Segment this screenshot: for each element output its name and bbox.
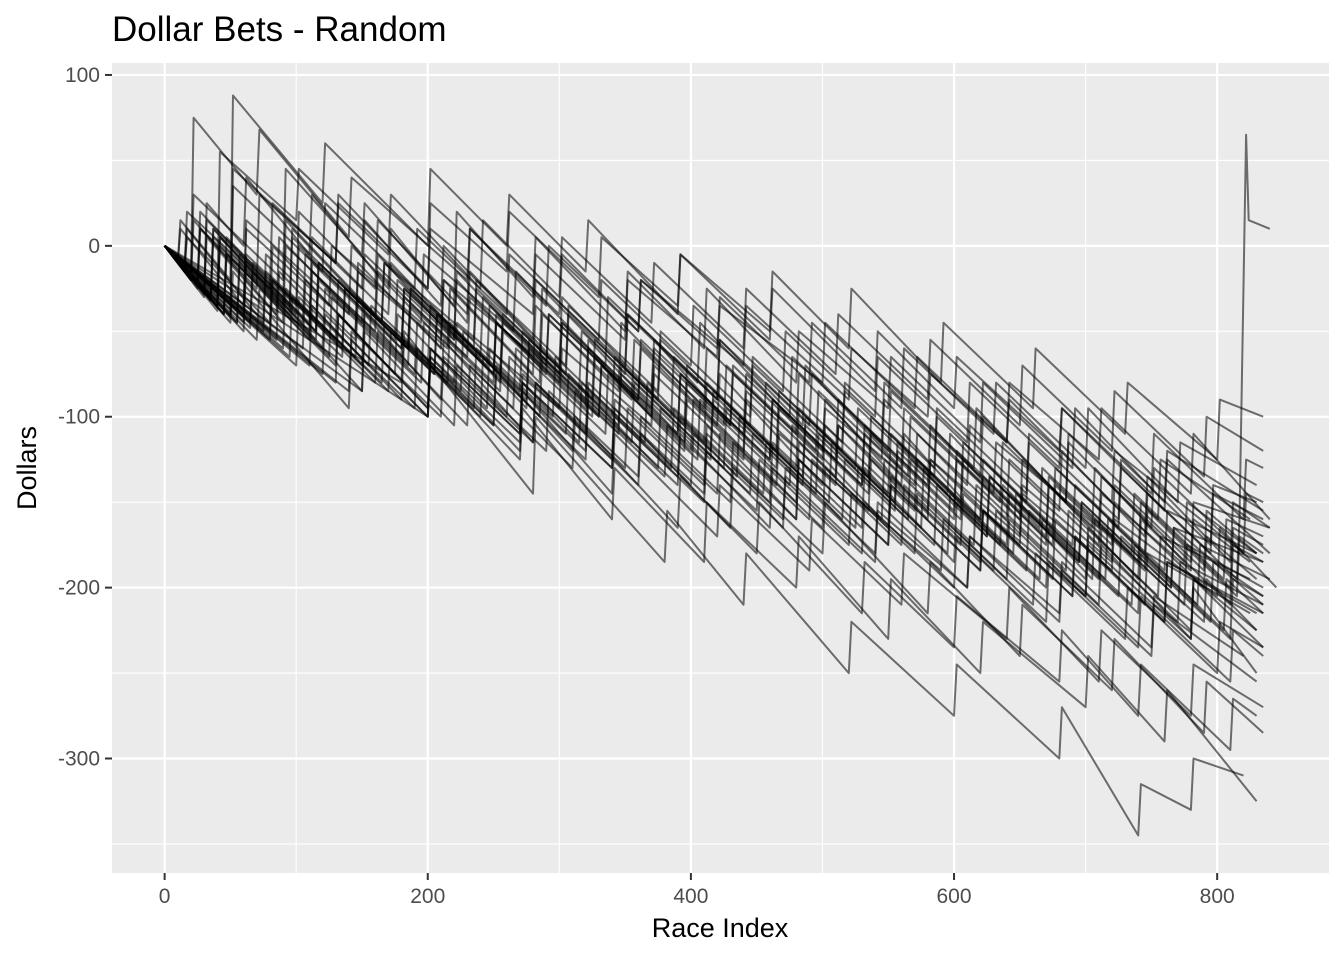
series-line-49 xyxy=(163,245,1258,572)
series-line-40 xyxy=(163,245,1264,640)
series-line-7 xyxy=(164,244,1244,837)
series-line-28 xyxy=(163,150,1264,478)
series-line-45 xyxy=(163,236,1271,563)
y-tick-label: -300 xyxy=(58,748,100,771)
y-axis-ticks: 100 0 -100 -200 -300 xyxy=(58,64,112,771)
major-gridlines xyxy=(112,63,1329,873)
y-tick-label: 0 xyxy=(88,235,100,258)
series-line-44 xyxy=(163,245,1264,589)
x-axis-title: Race Index xyxy=(652,913,789,943)
y-tick-label: 100 xyxy=(65,64,100,87)
chart-title: Dollar Bets - Random xyxy=(112,10,447,49)
x-tick-label: 600 xyxy=(937,885,972,908)
y-axis-title: Dollars xyxy=(12,426,42,510)
series-line-47 xyxy=(163,244,1264,589)
x-tick-label: 400 xyxy=(673,885,708,908)
y-tick-label: -200 xyxy=(58,577,100,600)
x-tick-label: 0 xyxy=(159,885,171,908)
series-line-46 xyxy=(163,245,1264,623)
series-line-24 xyxy=(163,193,1264,461)
series-line-3 xyxy=(163,94,1271,555)
x-tick-label: 200 xyxy=(410,885,445,908)
series-lines xyxy=(163,94,1278,837)
series-line-48 xyxy=(164,244,1264,623)
series-line-43 xyxy=(163,185,1264,521)
series-line-14 xyxy=(163,245,1264,675)
series-line-26 xyxy=(164,244,1264,632)
series-line-18 xyxy=(163,210,1258,504)
x-tick-label: 800 xyxy=(1200,885,1235,908)
series-line-50 xyxy=(163,133,1271,581)
x-axis-ticks: 0 200 400 600 800 xyxy=(159,873,1235,908)
y-tick-label: -100 xyxy=(58,406,100,429)
